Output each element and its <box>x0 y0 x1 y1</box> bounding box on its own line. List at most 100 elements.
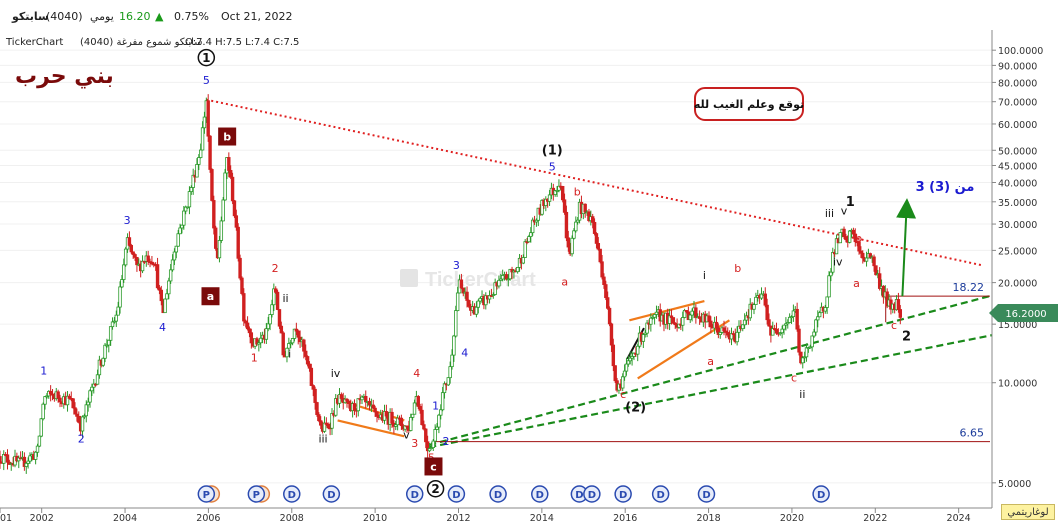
candle-body <box>673 322 677 326</box>
candle-body <box>416 396 420 407</box>
note-box-text: توقع وعلم الغيب لله <box>694 98 804 111</box>
candle-body <box>478 297 482 302</box>
event-marker-label: D <box>536 490 544 501</box>
candle-body <box>90 386 94 392</box>
candle-body <box>842 228 846 237</box>
candle-body <box>600 261 604 278</box>
candle-body <box>17 457 21 462</box>
wave-label: 3 <box>453 259 460 272</box>
candle-body <box>885 291 889 307</box>
candle-body <box>774 328 779 334</box>
candle-body <box>484 295 488 306</box>
y-tick-label: 25.0000 <box>998 246 1037 257</box>
candle-body <box>752 304 756 310</box>
candle-body <box>787 316 792 323</box>
candle-body <box>448 366 452 379</box>
candle-body <box>275 291 280 310</box>
candle-body <box>797 328 801 353</box>
wave-label: b <box>734 262 741 275</box>
candle-body <box>352 403 357 411</box>
candle-body <box>801 357 805 364</box>
candle-body <box>309 367 314 386</box>
candle-body <box>371 404 375 409</box>
log-scale-toggle[interactable]: لوغاريتمي <box>1001 504 1055 520</box>
candle-body <box>609 323 614 346</box>
candle-body <box>347 400 351 404</box>
event-marker <box>405 485 424 503</box>
candle-body <box>575 219 580 223</box>
y-tick-label: 90.0000 <box>998 61 1037 72</box>
candle-body <box>651 316 655 319</box>
orange-channel-line <box>337 419 405 438</box>
candle-body <box>611 344 616 367</box>
y-tick-label: 30.0000 <box>998 220 1037 231</box>
candle-body <box>86 401 90 406</box>
candle-body <box>337 394 342 404</box>
candle-body <box>812 331 816 337</box>
header-bar: سابتكو (4040) يومي 16.20 ▲ 0.75% Oct 21,… <box>0 0 1061 32</box>
candle-body <box>326 423 330 429</box>
candle-body <box>197 157 201 165</box>
boxed-wave-label: a <box>207 290 214 303</box>
candle-body <box>131 251 135 255</box>
candle-body <box>791 310 796 318</box>
candle-body <box>467 300 471 307</box>
candle-body <box>39 418 43 437</box>
candle-body <box>437 414 441 428</box>
wave-label: v <box>841 205 848 218</box>
event-marker <box>614 485 632 503</box>
x-tick-label: 2016 <box>613 513 637 524</box>
major-wave-label: (1) <box>542 144 563 159</box>
watermark-logo-icon <box>400 269 418 287</box>
candle-body <box>101 357 105 366</box>
note-box <box>694 87 804 121</box>
candle-body <box>831 252 835 273</box>
candle-body <box>694 307 698 318</box>
x-tick-label: 2020 <box>780 513 804 524</box>
wave-label: c <box>891 319 897 332</box>
candle-body <box>632 352 636 357</box>
candle-body <box>433 429 437 442</box>
candle-body <box>212 200 216 229</box>
candle-body <box>671 317 676 324</box>
wave-label: b <box>574 186 581 199</box>
candle-body <box>868 253 872 258</box>
support-trendline-upper <box>429 294 993 446</box>
y-tick-label: 45.0000 <box>998 162 1037 173</box>
y-tick-label: 80.0000 <box>998 78 1037 89</box>
candle-body <box>317 414 321 422</box>
period-label[interactable]: يومي <box>90 10 114 23</box>
candle-body <box>281 332 285 356</box>
x-tick-label: 2010 <box>363 513 387 524</box>
candle-body <box>410 413 415 418</box>
level-label-lower: 6.65 <box>960 427 985 440</box>
candle-body <box>230 176 235 202</box>
event-marker-label: P <box>203 490 210 501</box>
candle-body <box>33 451 38 460</box>
candle-body <box>560 185 565 201</box>
y-tick-label: 50.0000 <box>998 146 1037 157</box>
candle-body <box>95 374 100 385</box>
candle-body <box>65 395 70 406</box>
candle-body <box>330 413 334 429</box>
candle-body <box>628 357 632 362</box>
candle-body <box>491 294 495 296</box>
watermark: TickerChart <box>425 269 536 291</box>
candle-body <box>88 390 92 403</box>
candle-body <box>834 238 839 255</box>
candle-body <box>105 344 109 347</box>
candle-body <box>45 395 49 398</box>
candle-body <box>506 278 510 281</box>
wave-label: ii <box>799 388 805 401</box>
candle-body <box>127 237 132 246</box>
event-marker-label: D <box>452 490 460 501</box>
wave-label: 3 <box>124 214 131 227</box>
candle-body <box>103 344 107 359</box>
candle-body <box>120 279 124 288</box>
candle-body <box>200 127 205 151</box>
candle-body <box>259 337 263 344</box>
candle-body <box>122 264 126 280</box>
wave-label: i <box>288 348 291 361</box>
candle-body <box>334 398 338 416</box>
